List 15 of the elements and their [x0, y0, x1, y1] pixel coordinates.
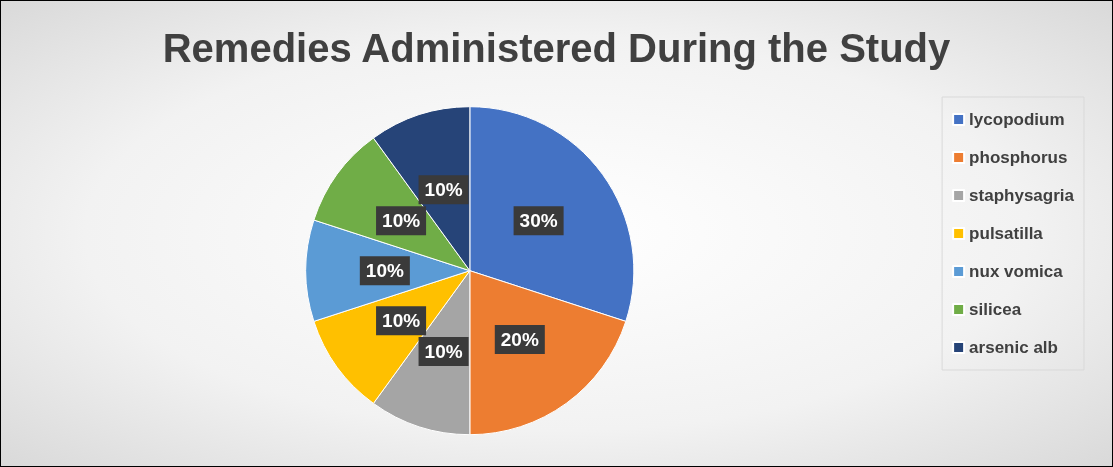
data-label: 20% [500, 328, 539, 350]
data-label: 10% [424, 179, 463, 201]
legend-label: staphysagria [969, 186, 1075, 205]
legend-label: silicea [969, 300, 1022, 319]
legend-label: lycopodium [969, 110, 1065, 129]
legend-label: pulsatilla [969, 224, 1044, 243]
data-label: 10% [382, 310, 421, 332]
data-label: 10% [365, 260, 404, 282]
data-label: 10% [424, 341, 463, 363]
legend-label: nux vomica [969, 262, 1064, 281]
data-label: 30% [519, 210, 558, 232]
legend-label: phosphorus [969, 148, 1068, 167]
data-label: 10% [382, 210, 421, 232]
legend-label: arsenic alb [969, 338, 1058, 357]
chart-title: Remedies Administered During the Study [162, 26, 952, 70]
